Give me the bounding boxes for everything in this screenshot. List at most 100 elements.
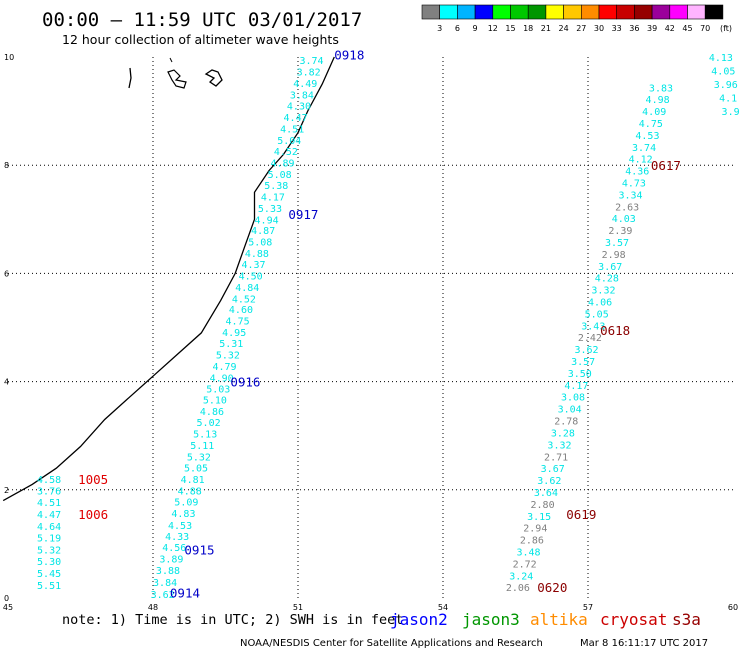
swh-value: 3.67 (598, 262, 622, 273)
chart-title: 00:00 – 11:59 UTC 03/01/2017 (42, 9, 362, 31)
legend-label: 3 (437, 24, 442, 33)
chart-subtitle: 12 hour collection of altimeter wave hei… (62, 32, 339, 47)
swh-value: 5.13 (193, 430, 217, 441)
swh-value: 2.06 (506, 583, 530, 594)
x-tick-label: 48 (148, 603, 158, 612)
swh-value: 3.74 (632, 143, 656, 154)
credit-text: NOAA/NESDIS Center for Satellite Applica… (240, 638, 543, 649)
grid-lines (8, 57, 733, 598)
swh-value: 4.53 (635, 131, 659, 142)
y-tick-label: 8 (4, 161, 9, 170)
color-legend: 3 6 9 12 15 18 21 24 27 30 33 36 39 42 45 70 (ft) (421, 4, 732, 33)
swh-value: 5.09 (174, 498, 198, 509)
swh-value: 4.56 (162, 543, 186, 554)
pass-label: 0914 (170, 586, 200, 601)
swh-value: 4.51 (37, 498, 61, 509)
swh-value: 4.88 (245, 249, 269, 260)
swh-value: 3.57 (571, 357, 595, 368)
legend-swatch (580, 4, 600, 20)
legend-label: 30 (594, 24, 604, 33)
legend-swatch (598, 4, 618, 20)
pass-labels: 0914 0915 0916 0917 0918 0617 0618 0619 0620 1005… (78, 47, 681, 600)
mission-label: jason3 (462, 610, 520, 629)
swh-value: 4.17 (261, 193, 285, 204)
x-axis-ticks: 45 48 51 54 57 60 (3, 603, 738, 612)
swh-value: 3.15 (527, 512, 551, 523)
pass-label: 0619 (566, 507, 596, 522)
swh-value: 5.31 (219, 339, 243, 350)
x-tick-label: 51 (293, 603, 303, 612)
swh-value: 5.32 (187, 452, 211, 463)
swh-value: 2.98 (602, 250, 626, 261)
legend-swatch (510, 4, 529, 20)
swh-value: 4.84 (235, 283, 259, 294)
swh-value: 4.73 (622, 179, 646, 190)
legend-swatch (704, 4, 724, 20)
legend-label: 39 (647, 24, 657, 33)
swh-value: 4.17 (564, 381, 588, 392)
y-axis-ticks: 0 2 4 6 8 10 (4, 53, 14, 603)
swh-value: 5.08 (268, 170, 292, 181)
legend-label: 45 (682, 24, 692, 33)
mission-label: altika (530, 610, 588, 629)
swh-value: 4.06 (588, 298, 612, 309)
legend-swatch (669, 4, 688, 20)
swh-value: 4.79 (212, 362, 236, 373)
swh-value: 3.43 (581, 321, 605, 332)
swh-value: 2.86 (520, 536, 544, 547)
swh-value: 3.67 (541, 464, 565, 475)
swh-value: 3.62 (575, 345, 599, 356)
swh-value: 2.63 (615, 202, 639, 213)
mission-label: s3a (672, 610, 701, 629)
swh-value: 4.75 (639, 119, 663, 130)
swh-value: 5.03 (206, 385, 230, 396)
swh-value: 3.04 (558, 405, 582, 416)
legend-label: 36 (629, 24, 639, 33)
swh-value: 3.84 (153, 578, 177, 589)
swh-value: 4.94 (255, 215, 279, 226)
legend-swatch (634, 4, 653, 20)
legend-label: 24 (559, 24, 569, 33)
swh-value: 5.45 (37, 569, 61, 580)
swh-value: 4.81 (181, 475, 205, 486)
legend-swatch (651, 4, 671, 20)
swh-value: 4.83 (171, 509, 195, 520)
pass-label: 1005 (78, 472, 108, 487)
pass-label: 0618 (600, 323, 630, 338)
swh-value: 2.72 (513, 559, 537, 570)
legend-swatch (563, 4, 582, 20)
swh-value: 3.50 (568, 369, 592, 380)
swh-value: 4.53 (168, 521, 192, 532)
legend-label: 12 (488, 24, 498, 33)
legend-unit: (ft) (720, 24, 732, 33)
swh-value: 4.12 (629, 155, 653, 166)
legend-swatch (421, 4, 441, 20)
swh-value: 4.05 (711, 67, 735, 78)
pass-label: 0918 (334, 47, 364, 62)
swh-value: 4.86 (200, 407, 224, 418)
swh-value: 4.28 (595, 274, 619, 285)
swh-value: 5.11 (190, 441, 214, 452)
legend-label: 70 (700, 24, 710, 33)
pass-label: 0917 (288, 207, 318, 222)
swh-value: 3.32 (547, 440, 571, 451)
legend-label: 18 (523, 24, 533, 33)
swh-value: 4.1 (719, 94, 737, 105)
swh-value: 4.90 (210, 373, 234, 384)
swh-value: 5.02 (197, 418, 221, 429)
swh-value: 5.33 (258, 204, 282, 215)
swh-value: 4.52 (274, 147, 298, 158)
pass-label: 0620 (537, 580, 567, 595)
legend-label: 6 (455, 24, 460, 33)
swh-value: 2.71 (544, 452, 568, 463)
swh-value: 5.51 (37, 581, 61, 592)
legend-swatch (545, 4, 564, 20)
coastline-path (2, 56, 335, 502)
swh-value: 3.34 (618, 190, 642, 201)
swh-value: 4.33 (165, 532, 189, 543)
swh-value: 5.38 (264, 181, 288, 192)
mission-key: jason2 jason3 altika cryosat s3a (390, 610, 701, 629)
swh-value: 4.64 (37, 522, 61, 533)
pass-label: 1006 (78, 507, 108, 522)
